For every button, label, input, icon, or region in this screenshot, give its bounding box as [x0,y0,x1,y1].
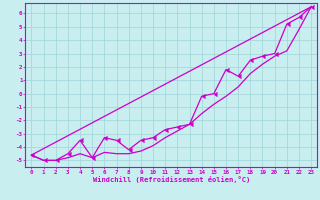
X-axis label: Windchill (Refroidissement éolien,°C): Windchill (Refroidissement éolien,°C) [93,176,250,183]
